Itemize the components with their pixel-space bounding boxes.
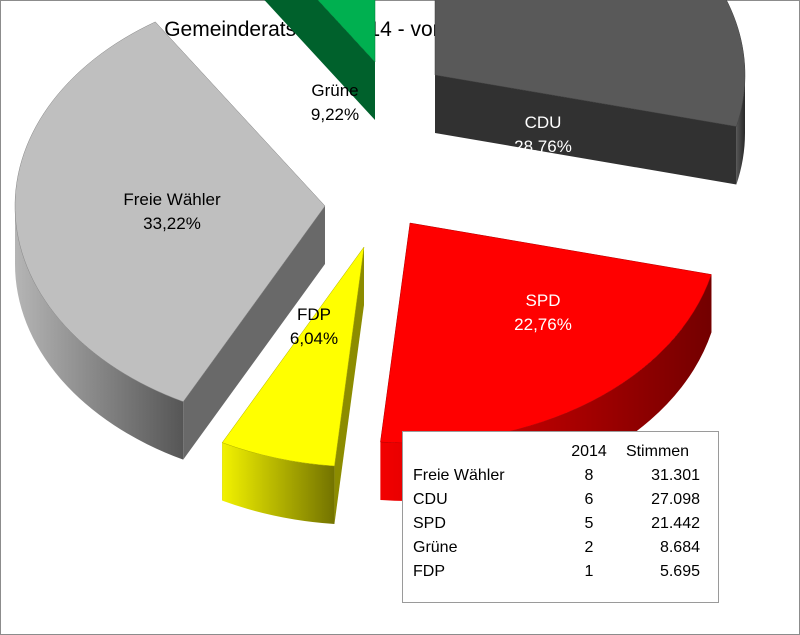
votes-cell: 8.684	[659, 539, 700, 556]
slice-wall-cdu-1	[435, 75, 737, 185]
table-row: CDU 6 27.098	[413, 488, 700, 512]
slice-gr-ne	[317, 0, 376, 63]
header-party	[413, 440, 563, 464]
slice-side-fdp	[222, 442, 335, 524]
slice-cdu	[434, 0, 746, 127]
slice-name-freie-w-hler: Freie Wähler	[123, 190, 221, 209]
slice-percent-gr-ne: 9,22%	[311, 105, 359, 124]
slice-wall-freie-w-hler-0	[183, 206, 325, 460]
votes-cell: 21.442	[651, 515, 700, 532]
header-year: 2014	[571, 443, 607, 460]
header-votes: Stimmen	[625, 443, 690, 460]
party-name-cell: SPD	[413, 515, 446, 532]
party-name-cell: FDP	[413, 563, 445, 580]
table-row: FDP 1 5.695	[413, 560, 700, 584]
results-table: 2014 Stimmen Freie Wähler 8 31.301 CDU 6 27.0…	[402, 431, 719, 603]
party-name-cell: Grüne	[413, 539, 458, 556]
slice-wall-fdp-0	[334, 247, 364, 524]
slice-fdp	[221, 246, 365, 467]
table-header-row: 2014 Stimmen	[413, 440, 700, 464]
seats-cell: 8	[584, 467, 594, 484]
seats-cell: 6	[584, 491, 594, 508]
slice-wall-gr-ne-0	[264, 0, 375, 120]
slice-percent-spd: 22,76%	[514, 315, 572, 334]
slice-freie-w-hler	[14, 21, 326, 402]
slice-name-spd: SPD	[526, 291, 561, 310]
seats-cell: 1	[584, 563, 594, 580]
slice-percent-cdu: 28,76%	[514, 137, 572, 156]
slice-name-gr-ne: Grüne	[311, 81, 358, 100]
votes-cell: 5.695	[659, 563, 700, 580]
slice-name-fdp: FDP	[297, 305, 331, 324]
party-name-cell: Freie Wähler	[413, 467, 505, 484]
seats-cell: 2	[584, 539, 594, 556]
table-row: Grüne 2 8.684	[413, 536, 700, 560]
slice-percent-freie-w-hler: 33,22%	[143, 214, 201, 233]
table-row: Freie Wähler 8 31.301	[413, 464, 700, 488]
seats-cell: 5	[584, 515, 594, 532]
table-row: SPD 5 21.442	[413, 512, 700, 536]
slice-name-cdu: CDU	[525, 113, 562, 132]
votes-cell: 27.098	[651, 491, 700, 508]
slice-side-freie-w-hler	[15, 206, 184, 460]
party-name-cell: CDU	[413, 491, 448, 508]
slice-percent-fdp: 6,04%	[290, 329, 338, 348]
votes-cell: 31.301	[651, 467, 700, 484]
